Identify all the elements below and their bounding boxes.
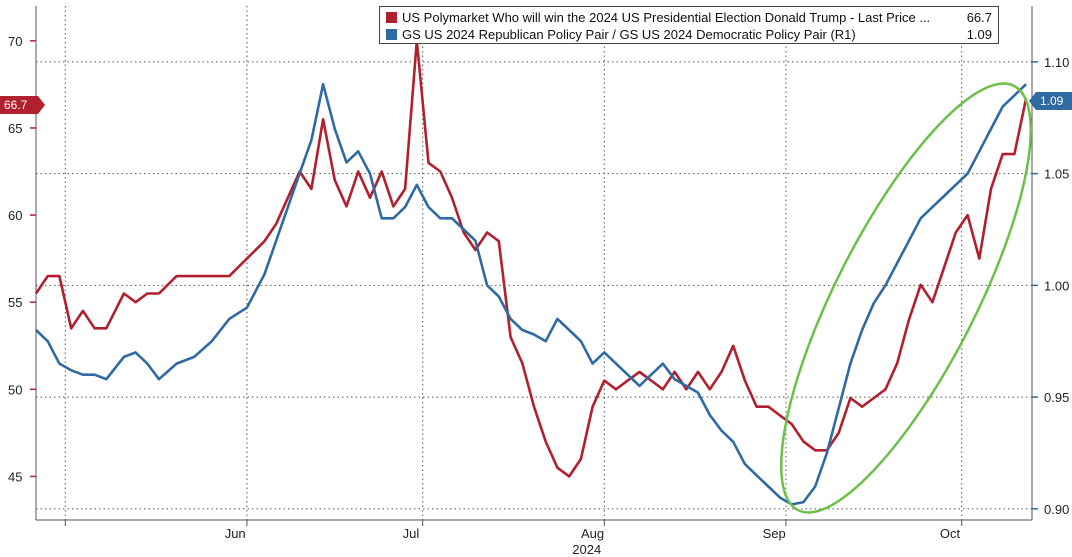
last-price-tag-right: 1.09 bbox=[1029, 92, 1072, 110]
left-y-axis: 45 50 55 60 65 70 bbox=[8, 6, 37, 520]
x-tick-label: Jul bbox=[403, 526, 420, 541]
x-tick-label: Oct bbox=[940, 526, 961, 541]
left-tick-label: 50 bbox=[8, 382, 22, 397]
x-tick-label: Sep bbox=[763, 526, 786, 541]
right-tick-label: 0.90 bbox=[1044, 502, 1069, 517]
right-tick-label: 1.05 bbox=[1044, 167, 1069, 182]
highlight-ellipse bbox=[779, 82, 1033, 514]
left-tick-label: 65 bbox=[8, 121, 22, 136]
x-tick-label: Jun bbox=[225, 526, 246, 541]
right-tick-label: 0.95 bbox=[1044, 390, 1069, 405]
legend-value: 1.09 bbox=[966, 27, 992, 42]
x-axis: Jun Jul Aug Sep Oct 2024 bbox=[36, 519, 1032, 557]
legend-swatch-red bbox=[386, 12, 397, 23]
x-tick-label: Aug bbox=[581, 526, 604, 541]
legend-entry-trump-odds: US Polymarket Who will win the 2024 US P… bbox=[386, 9, 992, 26]
legend-swatch-blue bbox=[386, 29, 397, 40]
left-tick-label: 55 bbox=[8, 295, 22, 310]
legend-label: US Polymarket Who will win the 2024 US P… bbox=[402, 10, 931, 25]
x-axis-title: 2024 bbox=[572, 542, 601, 557]
series-line-policy-pair bbox=[35, 82, 1027, 506]
right-y-axis: 0.90 0.95 1.00 1.05 1.10 bbox=[1031, 6, 1069, 520]
right-tick-label: 1.10 bbox=[1044, 55, 1069, 70]
last-price-tag-left: 66.7 bbox=[0, 96, 45, 114]
left-tick-label: 70 bbox=[8, 34, 22, 49]
chart-legend: US Polymarket Who will win the 2024 US P… bbox=[379, 6, 999, 44]
series-line-trump-odds bbox=[34, 39, 1028, 478]
legend-entry-policy-pair: GS US 2024 Republican Policy Pair / GS U… bbox=[386, 26, 992, 43]
left-tick-label: 60 bbox=[8, 208, 22, 223]
gridlines bbox=[36, 6, 1032, 520]
legend-value: 66.7 bbox=[966, 10, 992, 25]
legend-label: GS US 2024 Republican Policy Pair / GS U… bbox=[402, 27, 856, 42]
left-tick-label: 45 bbox=[8, 469, 22, 484]
right-tick-label: 1.00 bbox=[1044, 278, 1069, 293]
